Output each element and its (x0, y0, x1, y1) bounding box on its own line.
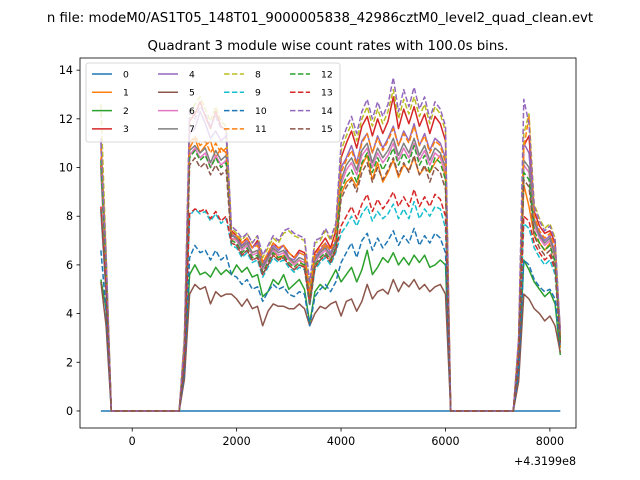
legend-label-12: 12 (321, 69, 333, 80)
legend-label-15: 15 (321, 124, 333, 135)
series-line-15 (100, 154, 562, 412)
y-axis: 0 2 4 6 8 10 12 14 (59, 64, 80, 418)
series-line-1 (100, 137, 562, 412)
legend-label-9: 9 (255, 88, 261, 99)
series-line-2 (100, 249, 562, 412)
legend-label-10: 10 (255, 106, 267, 117)
legend-label-0: 0 (123, 69, 129, 80)
x-tick-label: 6000 (431, 435, 459, 448)
legend-label-13: 13 (321, 88, 333, 99)
legend-label-6: 6 (189, 106, 195, 117)
legend-label-5: 5 (189, 88, 195, 99)
series-line-5 (100, 278, 562, 412)
y-tick-label: 0 (66, 405, 73, 418)
chart-title: Quadrant 3 module wise count rates with … (148, 39, 509, 54)
legend-label-8: 8 (255, 69, 261, 80)
legend-label-2: 2 (123, 106, 129, 117)
y-tick-label: 6 (66, 259, 73, 272)
y-tick-label: 14 (59, 64, 73, 77)
legend-label-1: 1 (123, 88, 129, 99)
x-tick-label: 0 (129, 435, 136, 448)
y-tick-label: 12 (59, 113, 73, 126)
series-line-9 (100, 200, 562, 412)
series-line-10 (100, 227, 562, 412)
x-tick-label: 4000 (327, 435, 355, 448)
y-tick-label: 2 (66, 356, 73, 369)
figure-suptitle: n file: modeM0/AS1T05_148T01_9000005838_… (47, 11, 593, 26)
series-line-6 (100, 142, 562, 412)
series-line-7 (100, 137, 562, 412)
y-tick-label: 4 (66, 308, 73, 321)
legend-label-7: 7 (189, 124, 195, 135)
legend-label-3: 3 (123, 124, 129, 135)
legend-label-14: 14 (321, 106, 333, 117)
plot-area (100, 76, 562, 412)
legend-label-4: 4 (189, 69, 195, 80)
axes-frame (79, 57, 577, 429)
x-tick-label: 2000 (223, 435, 251, 448)
legend-label-11: 11 (255, 124, 267, 135)
y-tick-label: 10 (59, 162, 73, 175)
series-line-13 (100, 188, 562, 412)
y-tick-label: 8 (66, 210, 73, 223)
x-offset-label: +4.3199e8 (514, 455, 576, 468)
legend-frame (85, 62, 341, 143)
x-axis: 0 2000 4000 6000 8000 (129, 428, 564, 448)
x-tick-label: 8000 (536, 435, 564, 448)
